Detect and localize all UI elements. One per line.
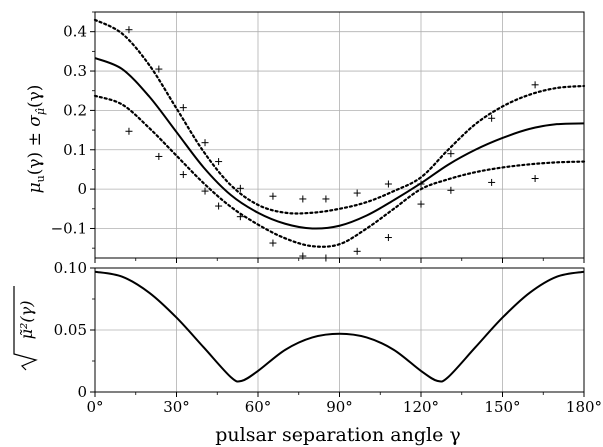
data-point	[179, 171, 187, 179]
data-point	[215, 158, 223, 166]
x-tick-label: 0°	[86, 398, 103, 416]
top-ylabel-sigma-sub: μ̂	[34, 108, 47, 115]
data-point	[299, 195, 307, 203]
bottom-x-ticks: 0° 30° 60° 90° 120° 150° 180°	[86, 392, 602, 416]
top-ylabel-mu: μ	[25, 182, 45, 193]
top-x-ticks	[94, 258, 585, 263]
data-point	[417, 180, 425, 188]
top-ylabel-mu-sub: u	[34, 175, 47, 182]
data-point	[125, 26, 133, 34]
top-series	[93, 18, 586, 248]
x-tick-label: 30°	[163, 398, 190, 416]
bottom-y-axis-label: μ̃²(γ)	[13, 286, 38, 371]
x-tick-label: 180°	[566, 398, 602, 416]
series-line-solid	[94, 57, 585, 230]
data-point	[269, 239, 277, 247]
y-tick-label: 0	[77, 180, 87, 198]
bottom-y-ticks: 0 0.05 0.10	[54, 259, 95, 401]
data-point	[531, 81, 539, 89]
top-y-axis-label: μu(γ) ± σμ̂(γ)	[25, 85, 47, 194]
bottom-grid	[94, 267, 585, 393]
data-point	[201, 139, 209, 147]
top-panel: −0.1 0 0.1 0.2 0.3 0.4 μu(γ) ± σμ̂(γ)	[25, 11, 586, 263]
data-point	[201, 187, 209, 195]
y-tick-label: 0.2	[63, 101, 87, 119]
data-point	[384, 180, 392, 188]
data-point	[353, 247, 361, 255]
data-point	[236, 213, 244, 221]
data-point	[322, 195, 330, 203]
series-line-solid	[94, 270, 585, 383]
top-y-ticks: −0.1 0 0.1 0.2 0.3 0.4	[51, 11, 95, 249]
data-point	[417, 200, 425, 208]
top-ylabel-sigma: σ	[25, 115, 45, 127]
data-point	[269, 192, 277, 200]
data-point	[353, 189, 361, 197]
data-point	[488, 114, 496, 122]
data-point	[384, 234, 392, 242]
data-point	[155, 152, 163, 160]
data-point	[155, 65, 163, 73]
x-tick-label: 90°	[326, 398, 353, 416]
y-tick-label: 0.10	[54, 259, 87, 277]
data-point	[488, 178, 496, 186]
x-tick-label: 120°	[403, 398, 439, 416]
data-point	[179, 104, 187, 112]
sqrt-radical-icon	[13, 286, 38, 371]
data-point	[125, 127, 133, 135]
data-point	[447, 150, 455, 158]
bottom-series	[94, 270, 585, 383]
data-point	[215, 202, 223, 210]
top-points	[125, 26, 539, 262]
top-ylabel-arg2: (γ)	[25, 85, 45, 108]
y-tick-label: 0.1	[63, 141, 87, 159]
y-tick-label: −0.1	[51, 219, 87, 237]
x-tick-label: 60°	[245, 398, 272, 416]
bottom-ylabel-inner: μ̃²(γ)	[17, 301, 36, 340]
series-line-dotted	[93, 18, 586, 215]
y-tick-label: 0.4	[63, 23, 87, 41]
bottom-panel: 0 0.05 0.10 0° 30° 60° 90° 120° 150° 180° μ̃²(γ)…	[13, 259, 602, 446]
series-line-dotted	[93, 94, 586, 248]
data-point	[447, 186, 455, 194]
data-point	[531, 174, 539, 182]
y-tick-label: 0	[77, 383, 87, 401]
x-tick-label: 150°	[484, 398, 520, 416]
y-tick-label: 0.05	[54, 321, 87, 339]
data-point	[236, 184, 244, 192]
y-tick-label: 0.3	[63, 62, 87, 80]
x-axis-label: pulsar separation angle γ	[215, 424, 460, 446]
top-ylabel-arg1: (γ) ±	[25, 127, 45, 175]
